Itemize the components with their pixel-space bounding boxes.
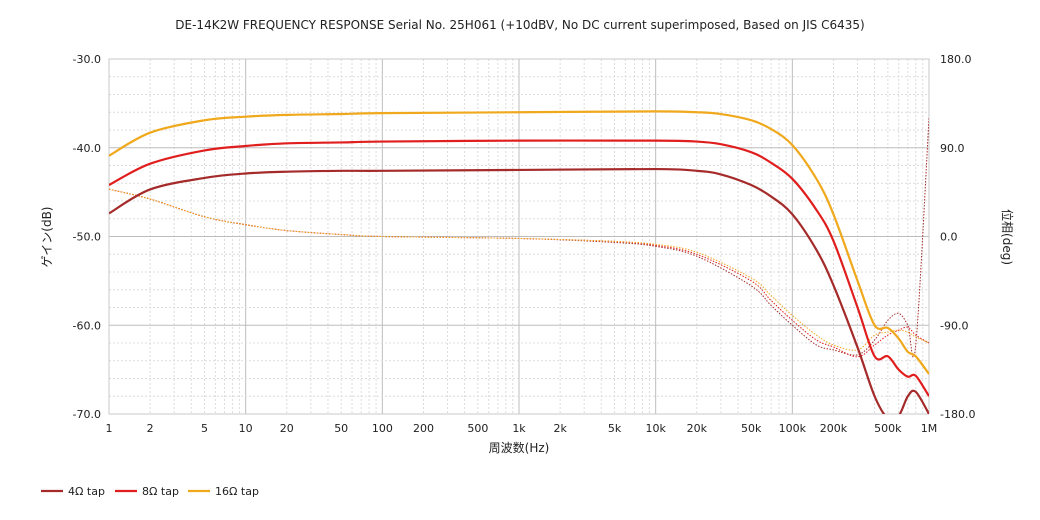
x-tick-label: 1k <box>512 422 526 435</box>
x-tick-label: 10 <box>239 422 253 435</box>
x-tick-label: 500k <box>874 422 902 435</box>
y-axis-ticks: -30.0 -40.0 -50.0 -60.0 -70.0 <box>73 53 101 421</box>
x-axis-ticks: 1 2 5 10 20 50 100 200 500 1k 2k 5k 10k 20k 50k 100k 200… <box>106 422 938 435</box>
x-tick-label: 1M <box>921 422 938 435</box>
y-axis-label: ゲイン(dB) <box>40 207 54 268</box>
grid <box>109 58 929 415</box>
plot-area-border <box>108 58 930 415</box>
x-tick-label: 200k <box>820 422 848 435</box>
x-tick-label: 10k <box>645 422 666 435</box>
x-tick-label: 50k <box>741 422 762 435</box>
y-tick-label: -60.0 <box>73 319 101 332</box>
legend-label: 4Ω tap <box>68 485 105 498</box>
gain-line-8Ω tap <box>109 139 929 397</box>
y2-tick-label: -90.0 <box>940 319 968 332</box>
x-tick-label: 2 <box>147 422 154 435</box>
gain-line-16Ω tap <box>109 110 929 375</box>
x-tick-label: 50 <box>334 422 348 435</box>
x-tick-label: 5 <box>201 422 208 435</box>
legend-label: 8Ω tap <box>142 485 179 498</box>
gain-line-4Ω tap <box>109 167 929 414</box>
x-tick-label: 2k <box>553 422 567 435</box>
chart-title: DE-14K2W FREQUENCY RESPONSE Serial No. 2… <box>175 18 864 32</box>
x-tick-label: 100k <box>779 422 807 435</box>
x-tick-label: 20k <box>687 422 708 435</box>
x-tick-label: 200 <box>413 422 434 435</box>
x-tick-label: 5k <box>608 422 622 435</box>
y-tick-label: -50.0 <box>73 231 101 244</box>
y2-tick-label: 0.0 <box>940 231 958 244</box>
legend: 4Ω tap 8Ω tap 16Ω tap <box>41 485 259 498</box>
x-tick-label: 500 <box>467 422 488 435</box>
x-tick-label: 100 <box>372 422 393 435</box>
x-tick-label: 20 <box>280 422 294 435</box>
gain-series-group <box>109 110 929 414</box>
y2-tick-label: -180.0 <box>940 408 975 421</box>
x-tick-label: 1 <box>106 422 113 435</box>
y2-axis-ticks: 180.0 90.0 0.0 -90.0 -180.0 <box>940 53 975 421</box>
y2-tick-label: 180.0 <box>940 53 972 66</box>
y-tick-label: -30.0 <box>73 53 101 66</box>
y-tick-label: -70.0 <box>73 408 101 421</box>
y2-axis-label: 位相(deg) <box>1000 209 1015 265</box>
legend-label: 16Ω tap <box>215 485 259 498</box>
x-axis-label: 周波数(Hz) <box>489 440 550 455</box>
y-tick-label: -40.0 <box>73 142 101 155</box>
y2-tick-label: 90.0 <box>940 142 965 155</box>
